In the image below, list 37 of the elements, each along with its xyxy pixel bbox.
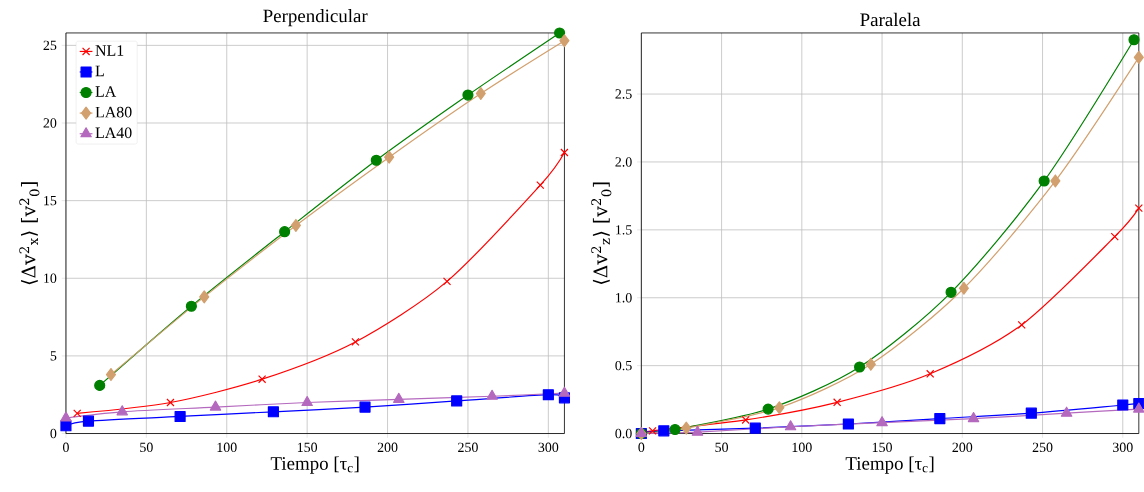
y-tick-label: 5 [50, 351, 57, 361]
legend-label: L [95, 65, 104, 76]
x-tick-label: 150 [872, 442, 892, 452]
x-tick-label: 300 [1113, 442, 1133, 452]
y-axis-title: ⟨Δv$^{2}$$_{x}$⟩ [v$^{2}$$_{0}$] [19, 182, 40, 284]
y-tick-label: 10 [44, 273, 57, 283]
y-tick-label: 2.5 [615, 89, 632, 99]
legend-label: LA80 [95, 106, 132, 118]
y-tick-label: 15 [44, 195, 57, 206]
x-axis-title: Tiempo [τ$_{c}$] [270, 456, 359, 474]
y-axis-title: ⟨Δv$^{2}$$_{z}$⟩ [v$^{2}$$_{0}$] [591, 182, 612, 284]
x-tick-label: 300 [538, 442, 559, 452]
y-tick-label: 2.0 [615, 156, 632, 167]
legend-label: LA [95, 85, 117, 97]
y-tick-label: 0.0 [615, 428, 632, 439]
x-tick-label: 50 [715, 442, 729, 452]
x-tick-label: 100 [217, 442, 237, 452]
y-tick-label: 0.5 [615, 360, 632, 371]
y-tick-label: 20 [43, 118, 57, 128]
x-tick-label: 0 [638, 442, 645, 452]
legend-label: LA40 [95, 127, 132, 138]
x-tick-label: 150 [297, 442, 318, 452]
chart-title: Paralela [860, 12, 921, 26]
x-tick-label: 100 [792, 442, 812, 452]
x-axis-title: Tiempo [τ$_{c}$] [845, 456, 934, 474]
y-tick-label: 25 [43, 40, 57, 50]
x-tick-label: 200 [952, 442, 973, 452]
chart-title: Perpendicular [263, 8, 368, 26]
x-tick-label: 250 [458, 442, 478, 452]
legend-label: NL1 [95, 44, 124, 56]
x-tick-label: 0 [62, 442, 69, 452]
x-tick-label: 50 [140, 442, 153, 452]
y-tick-label: 0 [50, 428, 57, 438]
x-tick-label: 200 [377, 442, 398, 452]
y-tick-label: 1.5 [616, 224, 632, 235]
y-tick-label: 1.0 [616, 292, 632, 303]
x-tick-label: 250 [1032, 442, 1053, 452]
